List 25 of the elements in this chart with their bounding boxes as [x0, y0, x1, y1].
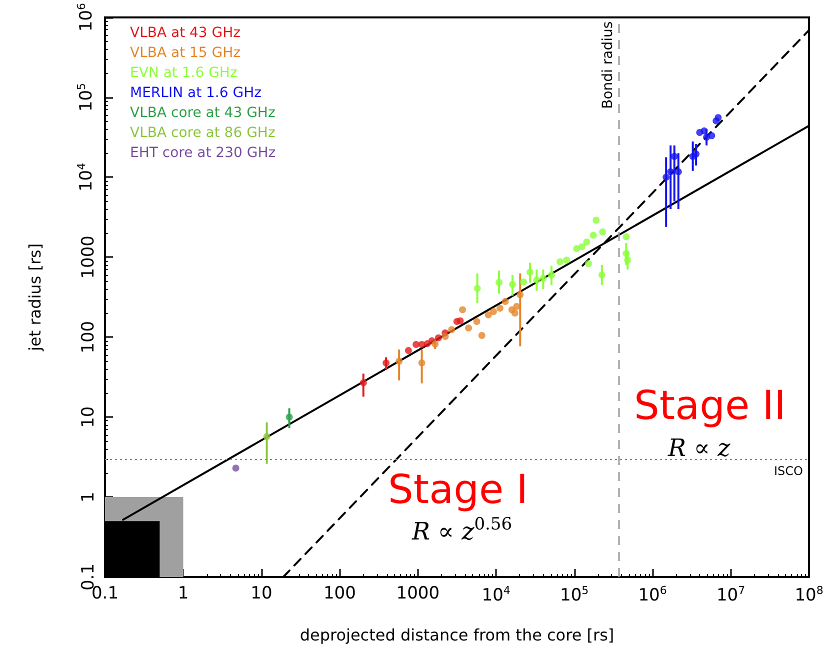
- x-tick-label: 100: [323, 584, 356, 604]
- ref-line-label: ISCO: [774, 464, 803, 478]
- text: VLBA core at 43 GHz: [130, 105, 276, 121]
- x-axis-title: deprojected distance from the core [rs]: [300, 626, 614, 644]
- text: VLBA core at 86 GHz: [130, 125, 276, 141]
- text: VLBA at 15 GHz: [130, 45, 241, 61]
- y-axis-title: jet radius [rs]: [26, 243, 44, 352]
- y-tick-label: 1: [78, 492, 98, 502]
- text: MERLIN at 1.6 GHz: [130, 85, 262, 101]
- annotation: Stage I: [388, 467, 528, 513]
- y-tick-label: 106: [75, 3, 96, 32]
- annotation: R ∝ z: [667, 434, 731, 462]
- y-tick-label: 100: [78, 320, 98, 354]
- ref-line-label: Bondi radius: [600, 21, 616, 109]
- text: VLBA at 43 GHz: [130, 25, 241, 41]
- y-tick-label: 105: [75, 82, 96, 112]
- annotation: Stage II: [634, 383, 786, 429]
- text: EVN at 1.6 GHz: [130, 65, 238, 81]
- x-tick-label: 1: [178, 584, 189, 604]
- text: EHT core at 230 GHz: [130, 145, 276, 161]
- x-tick-label: 10: [250, 584, 272, 604]
- y-tick-label: 104: [75, 162, 96, 192]
- y-tick-label: 10: [78, 406, 98, 428]
- y-tick-label: 1000: [78, 236, 98, 279]
- x-tick-label: 1000: [396, 584, 440, 604]
